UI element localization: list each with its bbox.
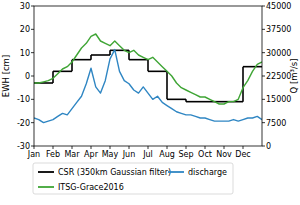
y-tick xyxy=(31,6,34,7)
step-segment xyxy=(72,59,91,61)
y-axis-label: EWH [cm] xyxy=(1,55,11,97)
plot-area xyxy=(34,34,262,123)
x-tick xyxy=(243,146,244,149)
x-tick xyxy=(148,146,149,149)
y2-tick xyxy=(262,6,265,7)
y2-tick xyxy=(262,122,265,123)
y2-tick-label: 22500 xyxy=(266,72,291,81)
x-tick xyxy=(205,146,206,149)
x-tick xyxy=(72,146,73,149)
legend-key xyxy=(38,171,54,173)
y2-tick-label: 30000 xyxy=(266,49,291,58)
step-segment xyxy=(243,66,262,68)
y2-tick-label: 15000 xyxy=(266,95,291,104)
y-tick xyxy=(31,99,34,100)
y2-tick xyxy=(262,52,265,53)
x-tick xyxy=(91,146,92,149)
x-tick-label: Jul xyxy=(142,150,153,159)
y2-tick xyxy=(262,146,265,147)
y-tick xyxy=(31,76,34,77)
y-tick xyxy=(31,122,34,123)
y2-tick-label: 0 xyxy=(266,142,271,151)
x-tick-label: Dec xyxy=(235,150,250,159)
plot-frame xyxy=(34,6,262,146)
legend-box xyxy=(33,163,233,194)
y-tick-label: 10 xyxy=(20,49,30,58)
x-tick-label: Nov xyxy=(216,150,232,159)
x-tick-label: Mar xyxy=(64,150,80,159)
step-riser xyxy=(147,60,149,72)
y-tick-label: 20 xyxy=(20,25,30,34)
x-tick-label: Aug xyxy=(159,150,175,159)
x-tick xyxy=(34,146,35,149)
legend: CSR (350km Gaussian filter) ITSG-Grace201… xyxy=(33,163,233,194)
x-tick-label: Feb xyxy=(46,150,60,159)
legend-key xyxy=(168,171,184,173)
y2-tick-label: 45000 xyxy=(266,2,291,11)
x-tick xyxy=(167,146,168,149)
legend-label: ITSG-Grace2016 xyxy=(58,183,124,192)
y2-tick-label: 37500 xyxy=(266,25,291,34)
y-tick-label: -30 xyxy=(17,142,30,151)
step-segment xyxy=(53,71,72,73)
step-segment xyxy=(167,99,186,101)
step-riser xyxy=(242,67,244,102)
x-tick xyxy=(224,146,225,149)
y2-tick xyxy=(262,99,265,100)
y2-tick xyxy=(262,76,265,77)
legend-label: discharge xyxy=(188,168,227,177)
x-tick-label: Sep xyxy=(178,150,193,159)
chart: Jan Feb Mar AprMayJun Jul AugSep Oct NovDec -30 -… xyxy=(0,0,300,205)
series-line xyxy=(34,50,262,123)
x-tick-label: Oct xyxy=(198,150,212,159)
y-tick-label: 30 xyxy=(20,2,30,11)
x-tick-label: Jan xyxy=(27,150,40,159)
step-segment xyxy=(91,54,110,56)
y2-tick xyxy=(262,29,265,30)
step-segment xyxy=(129,59,148,61)
y-tick xyxy=(31,52,34,53)
y-tick xyxy=(31,29,34,30)
y-tick-label: -10 xyxy=(17,95,30,104)
y-tick-label: -20 xyxy=(17,119,30,128)
x-tick-label: Apr xyxy=(84,150,99,159)
y-tick-label: 0 xyxy=(25,72,30,81)
x-tick-label: Jun xyxy=(122,150,136,159)
y-tick xyxy=(31,146,34,147)
x-tick xyxy=(129,146,130,149)
x-tick xyxy=(186,146,187,149)
step-segment xyxy=(186,101,205,103)
y2-axis-label: Q [m³/s] xyxy=(289,58,299,93)
legend-label: CSR (350km Gaussian filter) xyxy=(58,168,171,177)
x-tick xyxy=(53,146,54,149)
step-segment xyxy=(148,71,167,73)
x-tick xyxy=(110,146,111,149)
x-tick-label: May xyxy=(102,150,119,159)
step-riser xyxy=(166,71,168,99)
y2-tick-label: 7500 xyxy=(266,119,286,128)
legend-key xyxy=(38,186,54,188)
